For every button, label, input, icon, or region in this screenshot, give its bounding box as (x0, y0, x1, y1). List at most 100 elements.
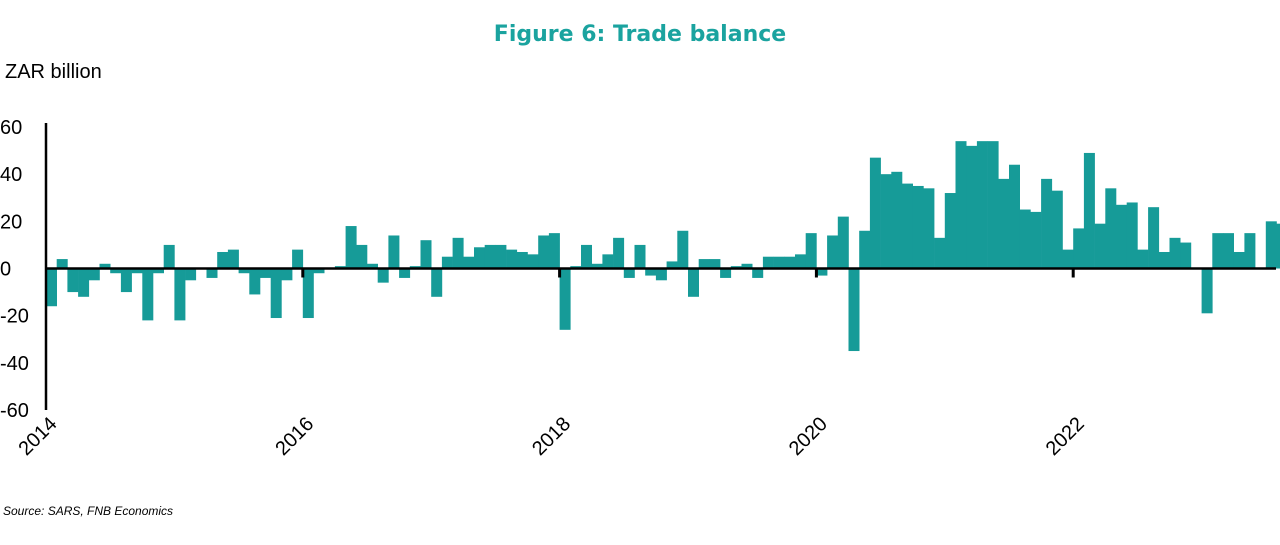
bar (709, 259, 721, 269)
bar (859, 230, 871, 269)
bar (934, 237, 946, 269)
bar (367, 263, 378, 269)
bar (1116, 204, 1127, 269)
bar (120, 268, 132, 293)
bar (720, 268, 732, 278)
bar (1276, 223, 1280, 269)
bar (292, 249, 304, 269)
bar (805, 233, 817, 269)
bar (260, 268, 271, 278)
bar (110, 268, 122, 274)
bar (377, 268, 389, 283)
bar (827, 235, 839, 269)
bar (816, 268, 828, 276)
source-note: Source: SARS, FNB Economics (3, 504, 173, 518)
bar (206, 268, 218, 278)
bar (698, 259, 710, 269)
bar (356, 244, 368, 269)
x-tick-labels: 201420162018202020222024 (15, 413, 1089, 460)
bar (666, 261, 678, 269)
bar (142, 268, 154, 321)
y-tick-label: 0 (0, 259, 11, 281)
y-tick-label: 60 (0, 117, 22, 139)
bar (944, 193, 956, 269)
bar (388, 235, 400, 269)
bar (420, 240, 432, 269)
bar (752, 268, 764, 278)
bar (270, 268, 282, 319)
bar (527, 254, 539, 269)
bar (1030, 211, 1042, 269)
x-tick-label: 2022 (1042, 413, 1089, 460)
bar (848, 268, 860, 352)
bar (1169, 237, 1181, 269)
bar (217, 251, 229, 269)
bar (645, 268, 657, 276)
x-tick-label: 2016 (271, 413, 318, 460)
bar (153, 268, 164, 274)
bar (431, 268, 443, 297)
bar (1201, 268, 1213, 314)
bar (484, 244, 496, 269)
bar (1233, 251, 1245, 269)
bar (976, 141, 988, 269)
x-tick-marks (301, 268, 1075, 278)
bar (784, 256, 796, 269)
bar (313, 268, 325, 274)
bar (1073, 228, 1085, 269)
bar (602, 254, 614, 269)
bar (902, 183, 913, 269)
y-tick-label: -60 (0, 400, 29, 422)
bar (1137, 249, 1149, 269)
bar (1041, 178, 1053, 269)
bar (1244, 233, 1256, 269)
bar (987, 141, 999, 269)
bar (56, 259, 68, 269)
bar (1148, 207, 1160, 269)
bar (1105, 188, 1117, 269)
bar (559, 268, 571, 330)
y-tick-labels: 60 40 20 0 -20 -40 -60 (0, 117, 29, 422)
bar (463, 256, 475, 269)
bar (773, 256, 785, 269)
bar (762, 256, 774, 269)
bar (1094, 223, 1106, 269)
bar (1212, 233, 1224, 269)
bar (227, 249, 239, 269)
y-tick-label: 20 (0, 211, 22, 233)
bar (677, 230, 689, 269)
bar (441, 256, 453, 269)
bar (1083, 152, 1095, 269)
bar (67, 268, 79, 293)
bar (998, 178, 1010, 269)
bar (474, 247, 485, 269)
bar (238, 268, 250, 274)
bar (185, 268, 197, 281)
bar (46, 268, 57, 307)
bar (1062, 249, 1074, 269)
bar (880, 174, 892, 269)
bar (591, 263, 603, 269)
bar (163, 244, 175, 269)
bar (99, 263, 111, 269)
y-tick-label: -20 (0, 306, 29, 328)
bar (1223, 233, 1234, 269)
bar (516, 251, 528, 269)
bar (548, 233, 560, 269)
chart-title: Figure 6: Trade balance (494, 22, 786, 47)
bar (131, 268, 143, 274)
y-tick-label: 40 (0, 164, 22, 186)
bar (966, 145, 978, 269)
bar (912, 185, 924, 269)
bar (923, 188, 935, 269)
bar (452, 237, 464, 269)
bar (249, 268, 261, 295)
bar (837, 216, 849, 269)
y-tick-label: -40 (0, 353, 29, 375)
x-tick-label: 2018 (528, 413, 575, 460)
bar (1009, 164, 1020, 269)
bar (1126, 202, 1138, 269)
bar (1180, 242, 1192, 269)
bar (345, 226, 357, 269)
x-tick-label: 2020 (785, 413, 832, 460)
